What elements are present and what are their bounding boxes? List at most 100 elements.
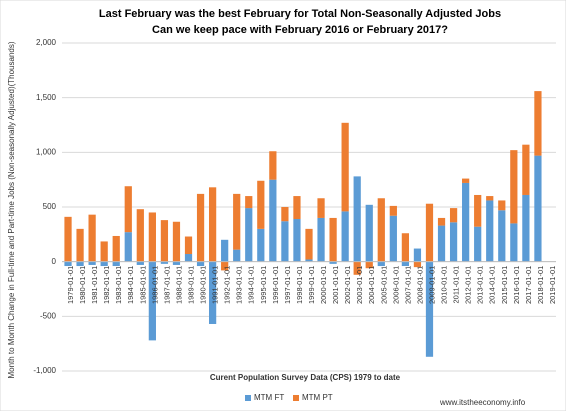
x-tick-label: 2018-01-01 [536,266,545,304]
bar [136,261,144,265]
bar [437,217,446,226]
bar [233,193,241,250]
bar [269,151,277,180]
bar [486,196,494,201]
x-tick-label: 1984-01-01 [126,266,135,304]
bar [317,217,325,262]
bar [305,228,313,260]
bar [281,221,289,262]
bar [462,178,470,183]
bar [269,179,277,262]
bar [257,228,265,262]
legend-label: MTM PT [302,393,333,402]
x-tick-label: 2002-01-01 [343,266,352,304]
y-tick-label: 500 [43,202,57,211]
bar [184,254,193,262]
bar [221,239,229,262]
bar [293,219,301,262]
bar [510,150,518,224]
x-tick-label: 2010-01-01 [440,266,449,304]
x-tick-label: 2013-01-01 [476,266,485,304]
bar [341,122,349,212]
y-tick-label: 1,000 [36,147,57,156]
bar [112,235,120,262]
bar [449,208,458,223]
y-axis-label: Month to Month Change in Full-time and P… [7,41,16,378]
x-tick-label: 1998-01-01 [295,266,304,304]
y-tick-label: 0 [52,257,57,266]
bar [124,186,132,233]
bar [510,223,518,262]
bar [474,194,482,227]
bar [389,215,397,262]
bar [534,91,542,156]
bar [245,196,253,209]
y-tick-label: -1,000 [33,366,56,375]
bar [76,228,84,262]
bar [425,203,434,262]
x-tick-label: 1983-01-01 [114,266,123,304]
x-tick-label: 1994-01-01 [247,266,256,304]
bar [233,249,241,262]
bar [196,193,205,262]
bar [196,261,205,267]
bar [462,182,470,262]
x-tick-label: 1982-01-01 [102,266,111,304]
bar [341,211,349,262]
bar [353,176,361,262]
bar [437,225,446,262]
bar [208,187,217,262]
x-tick-label: 1999-01-01 [307,266,316,304]
bar [522,194,530,262]
x-tick-label: 2006-01-01 [391,266,400,304]
x-tick-label: 1985-01-01 [138,266,147,304]
bar [293,196,301,220]
bar [365,261,373,269]
bar [474,226,482,262]
bar [172,261,181,265]
bar [160,220,169,262]
bar [498,200,506,211]
x-tick-label: 2005-01-01 [379,266,388,304]
x-tick-label: 2001-01-01 [331,266,340,304]
x-tick-label: 2004-01-01 [367,266,376,304]
y-tick-label: 1,500 [36,93,57,102]
bar [498,210,506,262]
chart-subtitle: Can we keep pace with February 2016 or F… [152,24,448,36]
x-tick-label: 1988-01-01 [174,266,183,304]
annotation: www.itstheeconomy.info [439,398,526,407]
bar [401,233,410,262]
bar [401,261,410,267]
legend-label: MTM FT [254,393,284,402]
bar [329,217,337,262]
bar [64,216,72,262]
bar [522,144,530,195]
bar [76,261,84,267]
bar [221,261,229,271]
bar [208,261,217,324]
bar [413,248,422,262]
bar [389,205,397,216]
bar [184,236,193,255]
x-tick-label: 1989-01-01 [186,266,195,304]
bar [136,209,144,262]
bar [88,214,96,262]
bar [329,261,337,264]
bar [124,232,132,262]
x-tick-label: 2015-01-01 [500,266,509,304]
y-tick-label: -500 [40,311,57,320]
x-tick-label: 1997-01-01 [283,266,292,304]
bar [112,261,120,267]
x-tick-label: 2012-01-01 [464,266,473,304]
x-tick-label: 1986-01-01 [150,266,159,304]
bar [449,222,458,262]
bar [100,241,108,262]
x-tick-label: 2009-01-01 [427,266,436,304]
bar [245,208,253,262]
x-tick-label: 1993-01-01 [235,266,244,304]
bar [377,261,385,267]
x-tick-label: 2007-01-01 [403,266,412,304]
x-tick-label: 1991-01-01 [211,266,220,304]
x-tick-label: 1995-01-01 [259,266,268,304]
